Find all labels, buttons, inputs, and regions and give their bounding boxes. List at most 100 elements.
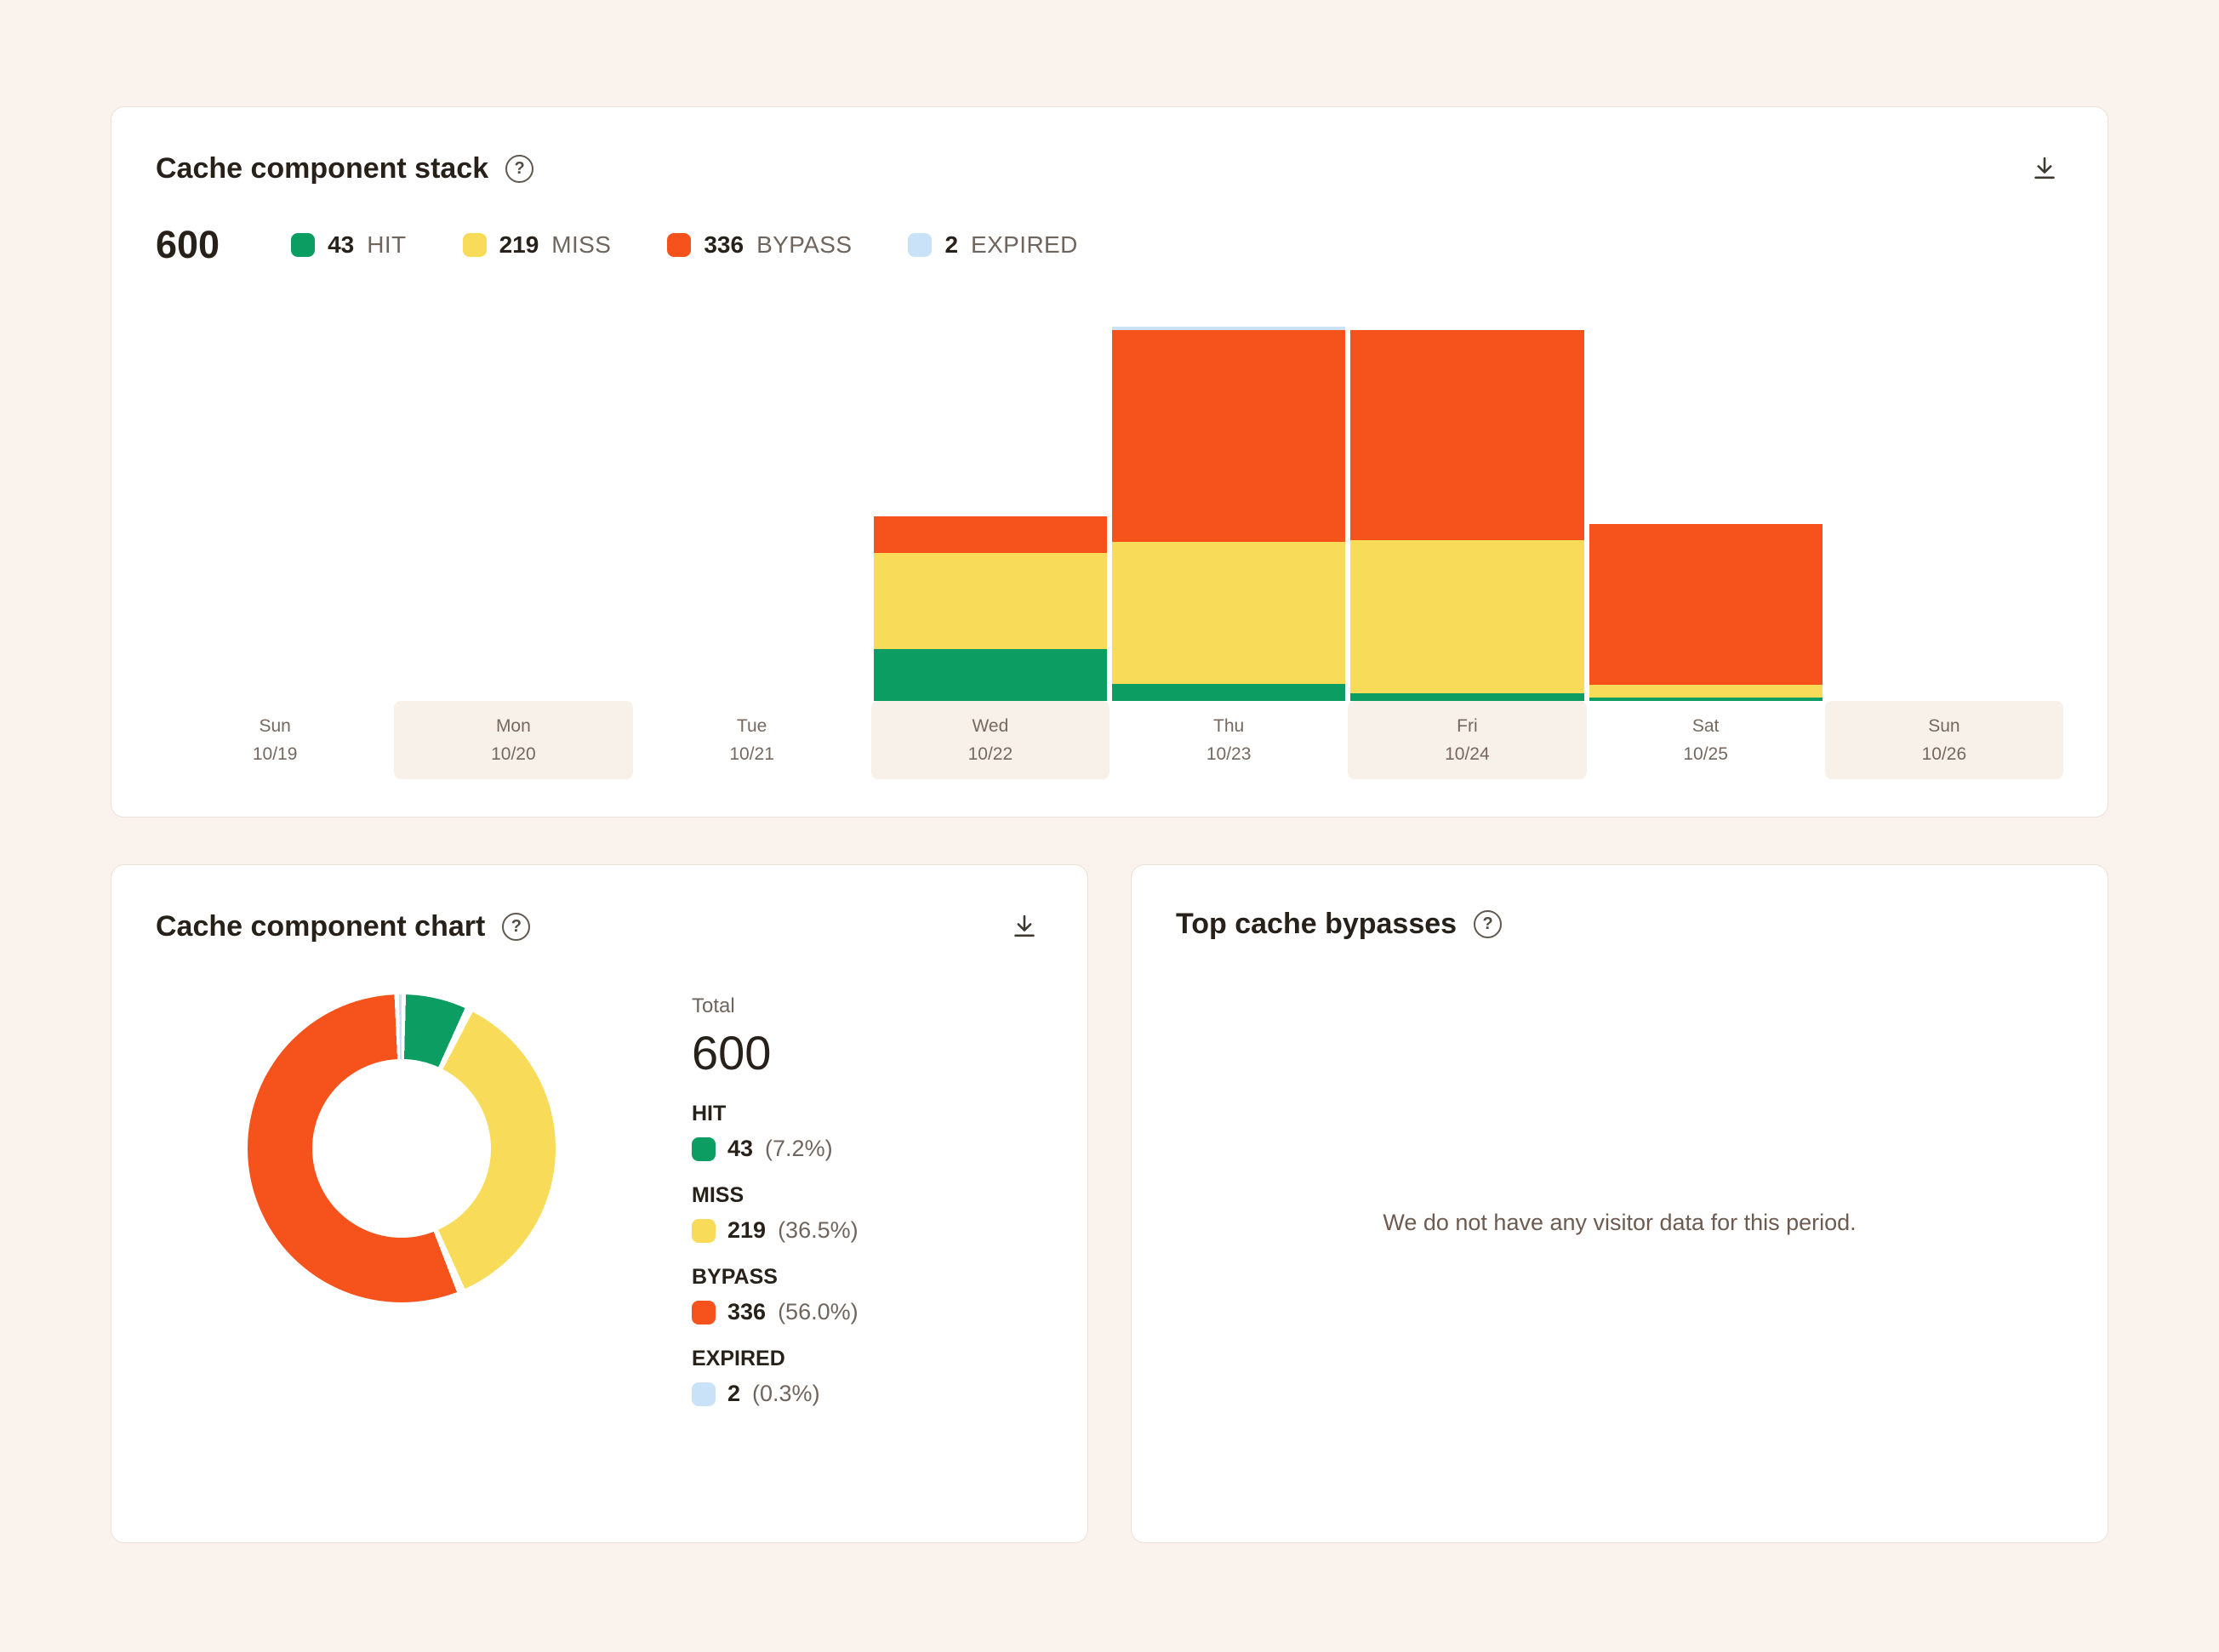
legend-label: EXPIRED [971, 231, 1078, 258]
stat-label: MISS [692, 1183, 744, 1207]
download-button[interactable] [1006, 908, 1043, 945]
bar-segment-hit[interactable] [1589, 698, 1823, 701]
stat-percentage: (36.5%) [778, 1217, 859, 1243]
x-label-10/20: Mon 10/20 [394, 701, 633, 779]
legend-item-expired: 2 EXPIRED [908, 231, 1077, 259]
x-label-day: Fri [1457, 715, 1478, 736]
x-label-10/21: Tue 10/21 [633, 701, 871, 779]
stat-value-row: 2 (0.3%) [692, 1381, 859, 1407]
bar-segment-hit[interactable] [1112, 684, 1346, 701]
x-label-date: 10/26 [1921, 743, 1967, 764]
bar-column-10/26 [1825, 301, 2063, 701]
bar-segment-miss[interactable] [1589, 685, 1823, 698]
stat-block-expired: EXPIRED 2 (0.3%) [692, 1347, 859, 1407]
bypass-card-header: Top cache bypasses ? [1176, 908, 2063, 941]
empty-state: We do not have any visitor data for this… [1176, 941, 2063, 1505]
stat-swatch-expired [692, 1381, 716, 1406]
bar-segment-bypass[interactable] [1589, 524, 1823, 685]
cache-component-chart-card: Cache component chart ? Total 600 HIT 43 (… [111, 864, 1088, 1543]
stack-card-header: Cache component stack ? [156, 150, 2063, 187]
legend-value: 336 [704, 231, 744, 258]
stat-value: 336 [727, 1299, 767, 1324]
stat-block-miss: MISS 219 (36.5%) [692, 1183, 859, 1244]
x-label-date: 10/22 [967, 743, 1013, 764]
bar-column-10/22 [871, 301, 1110, 701]
download-button[interactable] [2026, 150, 2063, 187]
bar-segment-hit[interactable] [1350, 693, 1584, 701]
legend-swatch-hit [291, 233, 316, 257]
bar-segment-miss[interactable] [1350, 540, 1584, 693]
bar-segment-hit[interactable] [873, 649, 1107, 701]
x-label-10/25: Sat 10/25 [1587, 701, 1825, 779]
x-label-10/26: Sun 10/26 [1824, 701, 2063, 779]
help-icon[interactable]: ? [505, 154, 534, 183]
donut-chart[interactable] [248, 994, 556, 1302]
x-label-day: Sun [259, 715, 291, 736]
x-label-10/24: Fri 10/24 [1348, 701, 1587, 779]
donut-total-value: 600 [692, 1026, 772, 1079]
legend-swatch-expired [908, 233, 933, 257]
legend-swatch-bypass [667, 233, 692, 257]
stat-value: 219 [727, 1217, 767, 1243]
x-label-date: 10/20 [491, 743, 536, 764]
x-label-day: Thu [1213, 715, 1245, 736]
bar-segment-miss[interactable] [1112, 542, 1346, 684]
bar-column-10/21 [633, 301, 871, 701]
x-label-day: Tue [736, 715, 767, 736]
stack-legend: 43 HIT 219 MISS 336 BYPASS 2 EXPIRED [291, 231, 1078, 259]
stat-value-row: 219 (36.5%) [692, 1217, 859, 1244]
download-icon [1014, 914, 1035, 937]
bar-segment-expired[interactable] [1112, 327, 1346, 330]
stack-total: 600 [156, 223, 220, 266]
bar-column-10/24 [1348, 301, 1586, 701]
bar-segment-bypass[interactable] [1350, 330, 1584, 540]
legend-value: 43 [328, 231, 355, 258]
bar-segment-miss[interactable] [873, 553, 1107, 649]
donut-stats: Total 600 HIT 43 (7.2%) MISS 219 (36.5%) BYPAS… [692, 994, 859, 1407]
stat-swatch-hit [692, 1136, 716, 1161]
stat-value-row: 43 (7.2%) [692, 1136, 859, 1162]
bar-segment-bypass[interactable] [873, 516, 1107, 553]
stat-block-hit: HIT 43 (7.2%) [692, 1102, 859, 1162]
help-icon[interactable]: ? [502, 912, 531, 941]
bars-area [156, 301, 2063, 701]
x-label-date: 10/25 [1683, 743, 1728, 764]
bar-stack-10/23 [1112, 327, 1346, 701]
legend-item-hit: 43 HIT [291, 231, 406, 259]
top-cache-bypasses-card: Top cache bypasses ? We do not have any … [1131, 864, 2108, 1543]
legend-value: 219 [499, 231, 539, 258]
stat-value-row: 336 (56.0%) [692, 1299, 859, 1325]
x-label-date: 10/24 [1445, 743, 1490, 764]
stat-percentage: (56.0%) [778, 1299, 859, 1324]
help-icon[interactable]: ? [1474, 910, 1503, 938]
stack-card-title: Cache component stack [156, 151, 489, 185]
stat-label: BYPASS [692, 1265, 778, 1289]
donut-card-title: Cache component chart [156, 909, 486, 943]
x-label-day: Mon [495, 715, 531, 736]
x-label-10/23: Thu 10/23 [1110, 701, 1348, 779]
bypass-card-title: Top cache bypasses [1176, 908, 1457, 940]
stat-value: 43 [727, 1136, 754, 1161]
donut-title-group: Cache component chart ? [156, 909, 531, 943]
x-label-day: Sun [1928, 715, 1960, 736]
stat-label: HIT [692, 1102, 727, 1125]
bar-column-10/25 [1587, 301, 1825, 701]
stack-title-group: Cache component stack ? [156, 151, 534, 185]
x-label-day: Wed [972, 715, 1009, 736]
donut-card-header: Cache component chart ? [156, 908, 1043, 945]
stacked-bar-chart: Sun 10/19 Mon 10/20 Tue 10/21 Wed 10/22 Thu 10/23… [156, 301, 2063, 779]
stat-block-bypass: BYPASS 336 (56.0%) [692, 1265, 859, 1325]
bar-column-10/23 [1110, 301, 1348, 701]
bar-stack-10/22 [873, 516, 1107, 701]
legend-swatch-miss [462, 233, 487, 257]
stat-swatch-miss [692, 1218, 716, 1243]
stat-label: EXPIRED [692, 1347, 785, 1370]
bar-stack-10/24 [1350, 330, 1584, 701]
donut-stat-list: HIT 43 (7.2%) MISS 219 (36.5%) BYPASS 336 (56.0%… [692, 1080, 859, 1407]
bar-segment-bypass[interactable] [1112, 330, 1346, 542]
legend-label: HIT [367, 231, 407, 258]
legend-item-bypass: 336 BYPASS [667, 231, 852, 259]
donut-content: Total 600 HIT 43 (7.2%) MISS 219 (36.5%) BYPAS… [156, 994, 1043, 1407]
empty-state-message: We do not have any visitor data for this… [1383, 1210, 1857, 1235]
